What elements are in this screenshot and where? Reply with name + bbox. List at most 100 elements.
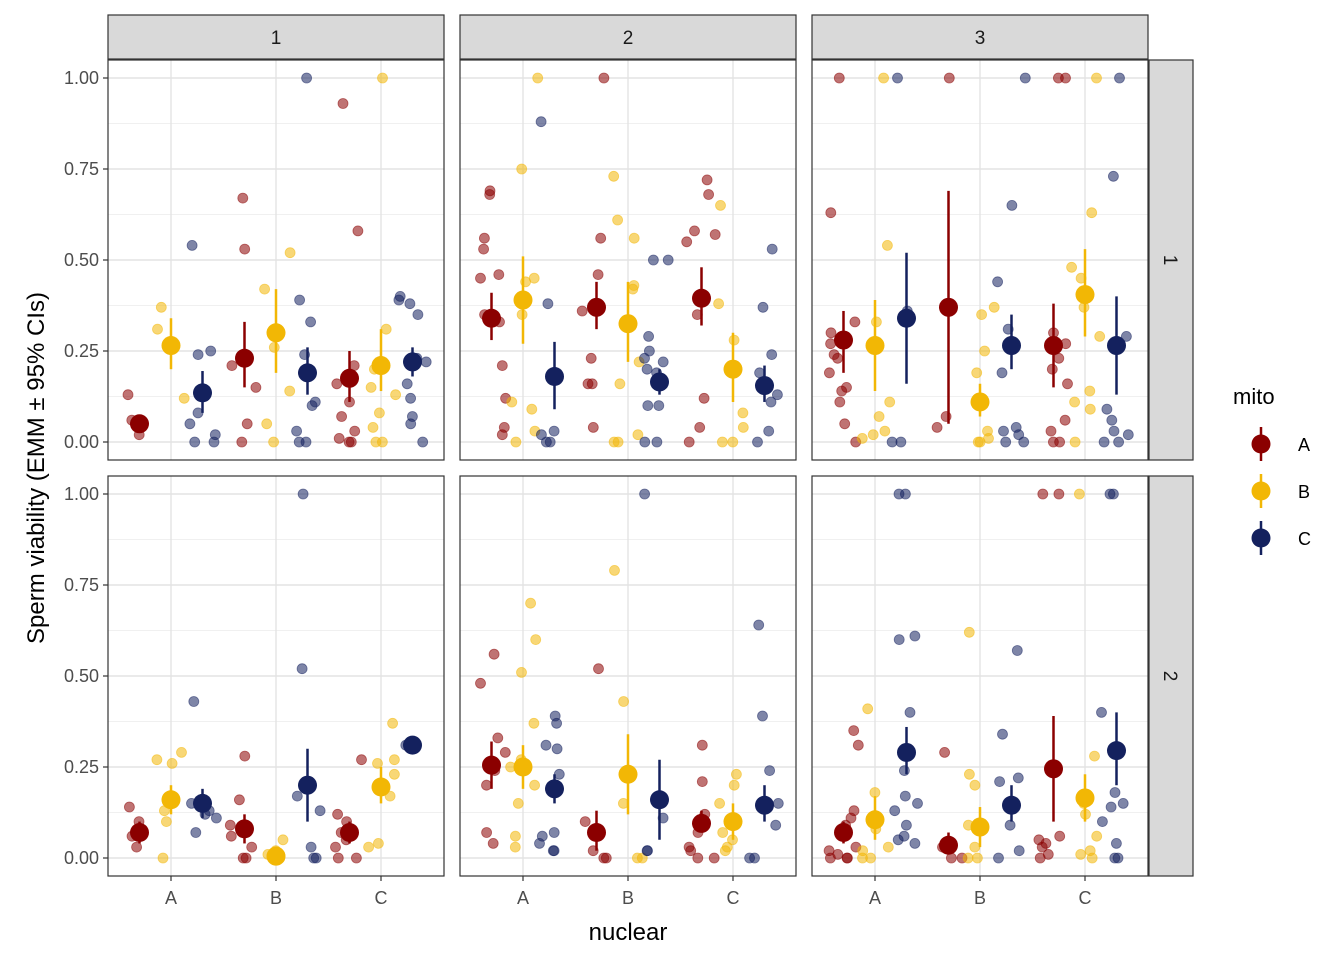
raw-point-B	[612, 214, 623, 226]
raw-point-B	[388, 768, 400, 780]
raw-point-C	[1013, 429, 1025, 441]
emm-point-C	[545, 779, 564, 799]
raw-point-C	[899, 790, 911, 802]
raw-point-C	[291, 790, 303, 802]
raw-point-A	[692, 852, 704, 864]
raw-point-A	[336, 411, 348, 422]
raw-point-A	[836, 385, 848, 397]
raw-point-B	[979, 345, 990, 357]
emm-point-B	[266, 323, 286, 343]
raw-point-B	[1091, 830, 1103, 842]
raw-point-B	[1084, 403, 1096, 415]
raw-point-A	[496, 429, 508, 441]
raw-point-A	[475, 677, 486, 689]
raw-point-B	[969, 779, 981, 791]
raw-point-B	[151, 754, 163, 766]
y-tick-label: 0.50	[64, 250, 99, 270]
raw-point-C	[536, 429, 547, 441]
emm-point-A	[130, 414, 149, 434]
raw-point-C	[994, 776, 1005, 787]
raw-point-A	[225, 830, 237, 842]
y-tick-label: 0.00	[64, 848, 99, 868]
raw-point-C	[184, 418, 196, 430]
emm-point-B	[618, 314, 638, 334]
raw-point-A	[709, 229, 721, 240]
panel-border	[459, 59, 797, 461]
raw-point-C	[306, 400, 318, 412]
emm-point-B	[513, 757, 533, 777]
y-tick-label: 0.25	[64, 341, 99, 361]
raw-point-C	[1112, 852, 1124, 864]
raw-point-A	[845, 812, 857, 824]
raw-point-B	[632, 852, 643, 864]
raw-point-A	[939, 747, 950, 758]
raw-point-C	[765, 396, 777, 408]
raw-point-B	[268, 341, 280, 353]
emm-point-B	[723, 359, 743, 379]
raw-point-C	[314, 805, 326, 817]
emm-point-A	[834, 823, 853, 843]
raw-point-C	[772, 389, 783, 401]
raw-point-B	[372, 838, 384, 849]
y-tick-label: 1.00	[64, 68, 99, 88]
raw-point-A	[478, 232, 490, 244]
legend-key-point-B	[1251, 481, 1271, 501]
raw-point-B	[969, 841, 981, 853]
raw-point-C	[752, 436, 763, 448]
raw-point-A	[587, 421, 599, 433]
raw-point-B	[516, 163, 528, 175]
raw-point-C	[997, 728, 1008, 740]
raw-point-A	[825, 852, 836, 864]
raw-point-C	[305, 841, 317, 853]
legend-key-point-C	[1251, 528, 1271, 548]
raw-point-B	[526, 403, 538, 415]
emm-point-B	[970, 817, 990, 837]
legend-key-point-A	[1251, 434, 1271, 454]
raw-point-B	[261, 418, 273, 430]
raw-point-A	[488, 648, 500, 660]
raw-point-B	[530, 634, 542, 645]
raw-point-C	[1108, 425, 1120, 437]
raw-point-C	[1011, 645, 1023, 656]
emm-point-C	[1002, 795, 1021, 815]
raw-point-A	[236, 436, 248, 448]
raw-point-C	[998, 425, 1009, 437]
emm-point-A	[482, 308, 501, 328]
raw-point-C	[753, 619, 765, 631]
raw-point-A	[123, 801, 135, 813]
emm-point-B	[618, 764, 638, 784]
raw-point-B	[160, 816, 172, 827]
raw-point-B	[532, 72, 544, 84]
raw-point-C	[904, 707, 916, 718]
raw-point-B	[284, 247, 296, 259]
raw-point-C	[405, 392, 417, 404]
raw-point-C	[912, 798, 923, 809]
raw-point-C	[1109, 787, 1121, 798]
raw-point-B	[516, 667, 527, 678]
emm-point-A	[587, 823, 606, 843]
raw-point-B	[737, 407, 749, 419]
raw-point-C	[744, 852, 755, 864]
raw-point-B	[387, 717, 399, 729]
raw-point-A	[352, 225, 364, 237]
column-strip-label: 2	[623, 28, 634, 49]
raw-point-B	[609, 565, 620, 576]
raw-point-A	[834, 396, 846, 408]
raw-point-C	[757, 301, 769, 313]
raw-point-A	[239, 243, 251, 255]
raw-point-A	[849, 316, 861, 328]
column-strip-label: 3	[975, 28, 986, 49]
row-strip	[1148, 59, 1194, 461]
emm-point-C	[298, 775, 317, 795]
raw-point-C	[404, 298, 416, 310]
raw-point-C	[192, 349, 204, 361]
raw-point-A	[333, 432, 345, 444]
raw-point-B	[971, 367, 983, 379]
raw-point-A	[593, 663, 604, 675]
raw-point-C	[1105, 801, 1117, 813]
raw-point-B	[964, 768, 975, 780]
column-strip	[811, 14, 1149, 60]
raw-point-A	[240, 852, 252, 864]
raw-point-A	[1054, 436, 1065, 448]
raw-point-B	[867, 429, 879, 441]
